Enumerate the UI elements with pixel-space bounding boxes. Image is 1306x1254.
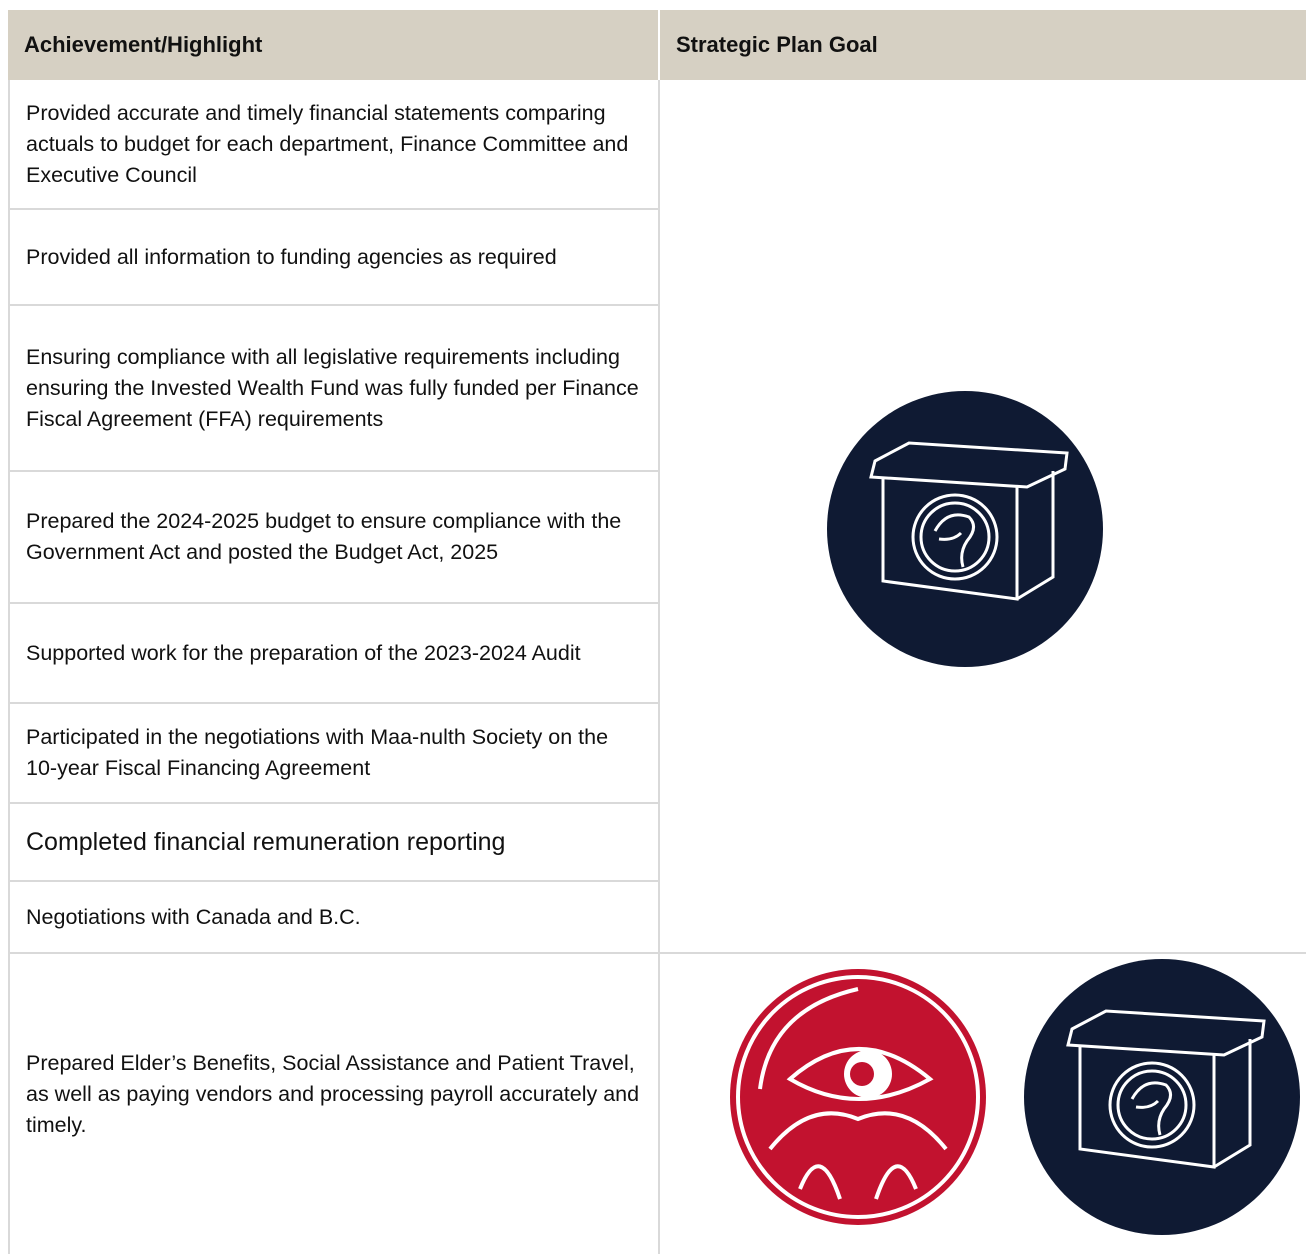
row-cell: Supported work for the preparation of th… [8, 604, 660, 704]
cell-text: Completed financial remuneration reporti… [26, 827, 506, 856]
row-cell: Participated in the negotiations with Ma… [8, 704, 660, 804]
cell-text: Prepared the 2024-2025 budget to ensure … [26, 509, 622, 564]
row-cell: Completed financial remuneration reporti… [8, 804, 660, 882]
row-cell: Prepared Elder’s Benefits, Social Assist… [8, 954, 660, 1254]
row-cell: Provided all information to funding agen… [8, 210, 660, 306]
cell-text: Ensuring compliance with all legislative… [26, 344, 639, 431]
row-cell: Provided accurate and timely financial s… [8, 80, 660, 210]
goal-cell [660, 80, 1306, 954]
cell-text: Provided all information to funding agen… [26, 244, 557, 269]
row-cell: Prepared the 2024-2025 budget to ensure … [8, 472, 660, 604]
salmon-icon [730, 969, 986, 1225]
header-cell: Achievement/Highlight [8, 10, 660, 80]
row-cell: Negotiations with Canada and B.C. [8, 882, 660, 954]
cell-text: Prepared Elder’s Benefits, Social Assist… [26, 1050, 640, 1137]
box-icon [1024, 959, 1300, 1235]
header-cell: Strategic Plan Goal [660, 10, 1306, 80]
cell-text: Provided accurate and timely financial s… [26, 100, 629, 187]
box-icon [827, 391, 1103, 667]
row-cell: Ensuring compliance with all legislative… [8, 306, 660, 472]
cell-text: Participated in the negotiations with Ma… [26, 725, 609, 780]
cell-text: Supported work for the preparation of th… [26, 640, 581, 665]
cell-text: Negotiations with Canada and B.C. [26, 904, 361, 929]
